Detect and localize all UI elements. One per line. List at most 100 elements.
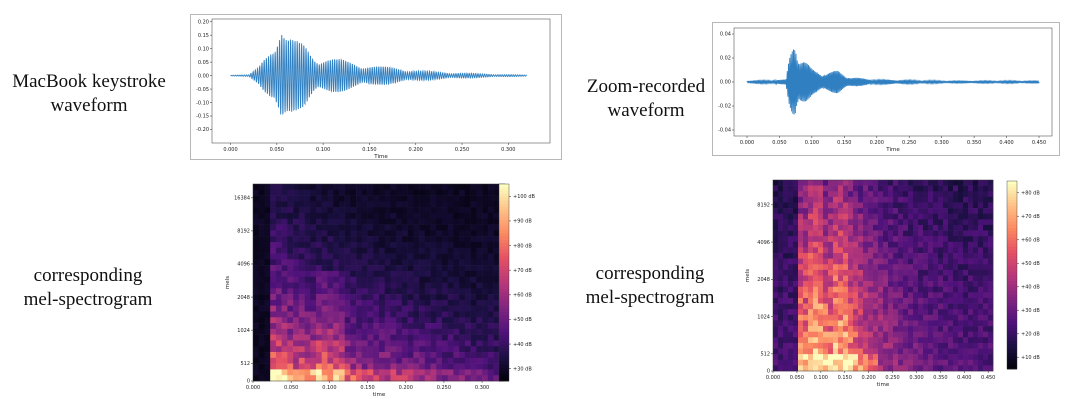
spectrogram-cell bbox=[453, 352, 460, 359]
spectrogram-cell bbox=[778, 314, 784, 321]
colorbar-band bbox=[499, 318, 509, 323]
spectrogram-cell bbox=[470, 346, 477, 353]
spectrogram-cell bbox=[863, 286, 869, 293]
spectrogram-cell bbox=[459, 195, 466, 202]
spectrogram-cell bbox=[948, 348, 954, 355]
spectrogram-cell bbox=[828, 185, 834, 192]
colorbar-band bbox=[499, 233, 509, 237]
spectrogram-cell bbox=[384, 207, 391, 214]
colorbar-band bbox=[499, 351, 509, 356]
spectrogram-cell bbox=[327, 363, 334, 370]
spectrogram-cell bbox=[988, 292, 994, 299]
spectrogram-cell bbox=[253, 328, 260, 335]
spectrogram-cell bbox=[413, 375, 420, 382]
spectrogram-cell bbox=[401, 207, 408, 214]
spectrogram-cell bbox=[413, 201, 420, 208]
spectrogram-cell bbox=[968, 365, 974, 372]
spectrogram-cell bbox=[918, 359, 924, 366]
spectrogram-cell bbox=[281, 241, 288, 249]
spectrogram-cell bbox=[464, 207, 471, 214]
spectrogram-cell bbox=[928, 185, 934, 192]
spectrogram-cell bbox=[379, 288, 386, 295]
spectrogram-cell bbox=[396, 189, 403, 196]
spectrogram-cell bbox=[928, 180, 934, 186]
spectrogram-cell bbox=[442, 241, 449, 249]
colorbar-band bbox=[1007, 249, 1017, 254]
spectrogram-cell bbox=[344, 363, 351, 370]
spectrogram-cell bbox=[327, 276, 334, 283]
spectrogram-cell bbox=[978, 314, 984, 321]
spectrogram-cell bbox=[413, 311, 420, 318]
spectrogram-cell bbox=[783, 337, 789, 344]
spectrogram-cell bbox=[464, 259, 471, 266]
spectrogram-cell bbox=[818, 191, 824, 198]
spectrogram-cell bbox=[304, 189, 311, 196]
spectrogram-cell bbox=[928, 230, 934, 237]
spectrogram-cell bbox=[798, 292, 804, 299]
spectrogram-cell bbox=[453, 218, 460, 225]
spectrogram-cell bbox=[304, 294, 311, 301]
spectrogram-cell bbox=[863, 275, 869, 282]
spectrogram-cell bbox=[287, 375, 294, 382]
spectrogram-cell bbox=[923, 342, 929, 349]
spectrogram-cell bbox=[373, 184, 380, 191]
spectrogram-cell bbox=[361, 328, 368, 335]
spectrogram-cell bbox=[464, 189, 471, 196]
spectrogram-cell bbox=[863, 230, 869, 237]
spectrogram-cell bbox=[908, 264, 914, 271]
spectrogram-cell bbox=[293, 201, 300, 208]
spectrogram-cell bbox=[983, 303, 989, 310]
spectrogram-cell bbox=[938, 359, 944, 366]
spectrogram-cell bbox=[788, 191, 794, 198]
spectrogram-cell bbox=[873, 219, 879, 226]
spectrogram-cell bbox=[923, 286, 929, 293]
spectrogram-cell bbox=[356, 259, 363, 266]
spectrogram-cell bbox=[883, 292, 889, 299]
spectrogram-cell bbox=[798, 314, 804, 321]
spectrogram-cell bbox=[853, 202, 859, 209]
spectrogram-cell bbox=[316, 230, 323, 237]
spectrogram-cell bbox=[923, 303, 929, 310]
spectrogram-cell bbox=[818, 185, 824, 192]
spectrogram-cell bbox=[878, 196, 884, 203]
spectrogram-cell bbox=[459, 299, 466, 306]
x-tick-label: 0.100 bbox=[814, 375, 828, 381]
spectrogram-cell bbox=[848, 337, 854, 344]
spectrogram-cell bbox=[958, 191, 964, 198]
spectrogram-cell bbox=[436, 346, 443, 353]
spectrogram-cell bbox=[878, 320, 884, 327]
spectrogram-cell bbox=[350, 218, 357, 225]
spectrogram-cell bbox=[327, 311, 334, 318]
spectrogram-cell bbox=[493, 270, 500, 277]
spectrogram-cell bbox=[447, 189, 454, 196]
spectrogram-cell bbox=[928, 269, 934, 276]
spectrogram-cell bbox=[447, 369, 454, 376]
spectrogram-cell bbox=[808, 331, 814, 338]
spectrogram-cell bbox=[470, 276, 477, 283]
y-tick-label: 512 bbox=[760, 352, 770, 358]
spectrogram-cell bbox=[424, 363, 431, 370]
spectrogram-cell bbox=[978, 180, 984, 186]
spectrogram-cell bbox=[913, 365, 919, 372]
spectrogram-cell bbox=[888, 297, 894, 304]
spectrogram-cell bbox=[813, 236, 819, 243]
spectrogram-cell bbox=[430, 195, 437, 202]
spectrogram-cell bbox=[287, 259, 294, 266]
colorbar-band bbox=[1007, 312, 1017, 317]
spectrogram-cell bbox=[958, 241, 964, 248]
caption-line: MacBook keystroke bbox=[12, 71, 166, 92]
spectrogram-cell bbox=[948, 354, 954, 361]
spectrogram-cell bbox=[793, 314, 799, 321]
spectrogram-cell bbox=[958, 275, 964, 282]
spectrogram-cell bbox=[903, 342, 909, 349]
spectrogram-cell bbox=[493, 218, 500, 225]
spectrogram-cell bbox=[401, 195, 408, 202]
spectrogram-cell bbox=[923, 191, 929, 198]
spectrogram-cell bbox=[424, 288, 431, 295]
spectrogram-cell bbox=[838, 241, 844, 248]
spectrogram-cell bbox=[333, 352, 340, 359]
spectrogram-cell bbox=[983, 292, 989, 299]
spectrogram-cell bbox=[913, 292, 919, 299]
spectrogram-cell bbox=[958, 292, 964, 299]
spectrogram-cell bbox=[275, 270, 282, 277]
